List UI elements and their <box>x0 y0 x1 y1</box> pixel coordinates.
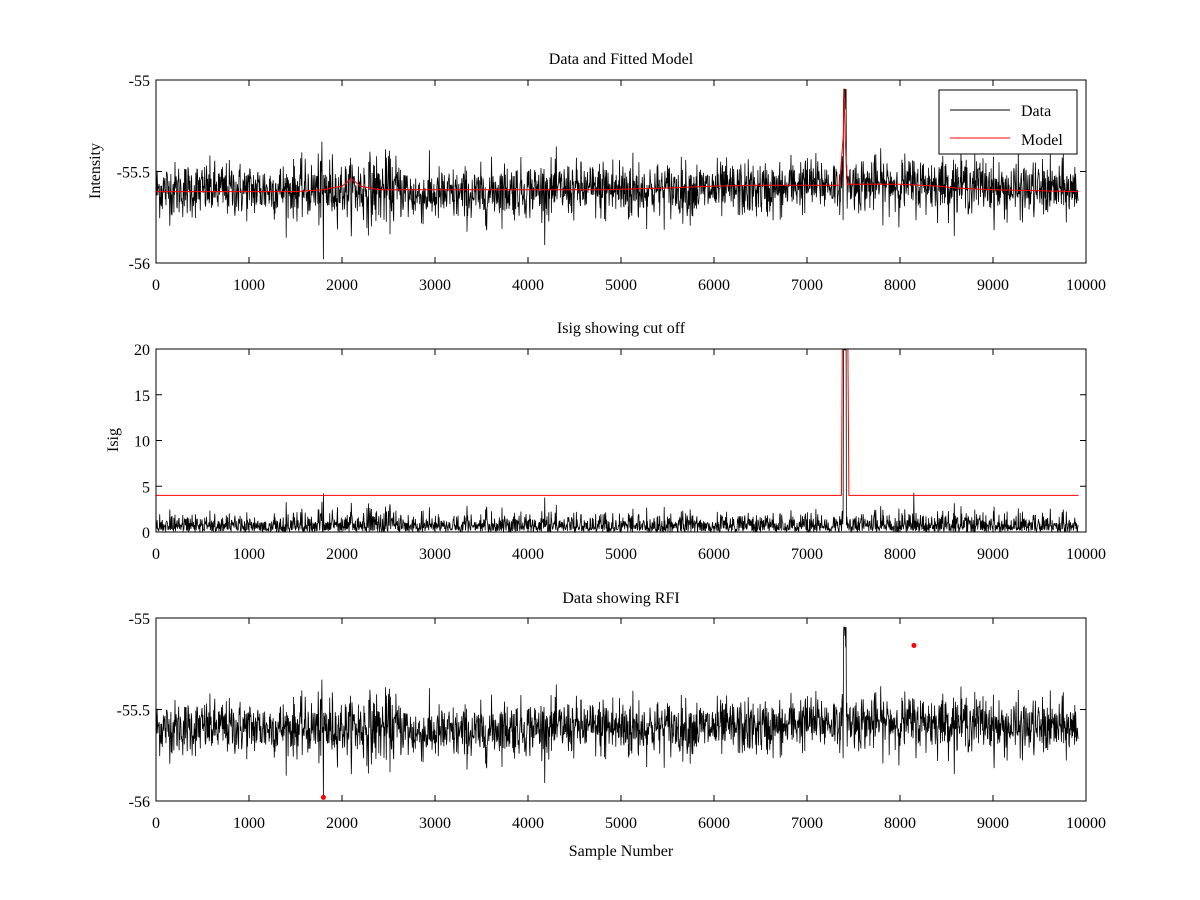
rfi-marker <box>320 794 326 800</box>
x-tick-label: 6000 <box>698 277 730 294</box>
chart-title-middle: Isig showing cut off <box>557 320 686 337</box>
y-tick-label: 0 <box>142 525 150 542</box>
x-tick-label: 3000 <box>419 277 451 294</box>
x-tick-label: 8000 <box>884 277 916 294</box>
x-tick-label: 1000 <box>233 815 265 832</box>
y-tick-label: -55.5 <box>117 703 150 720</box>
x-tick-label: 2000 <box>326 546 358 563</box>
chart-title-bottom: Data showing RFI <box>562 590 679 607</box>
x-tick-label: 9000 <box>977 546 1009 563</box>
x-tick-label: 0 <box>152 546 160 563</box>
chart-title-top: Data and Fitted Model <box>549 51 694 68</box>
x-tick-label: 5000 <box>605 546 637 563</box>
x-tick-label: 0 <box>152 277 160 294</box>
y-tick-label: -55.5 <box>117 165 150 182</box>
x-tick-label: 9000 <box>977 815 1009 832</box>
x-tick-label: 3000 <box>419 546 451 563</box>
y-tick-label: 10 <box>134 434 150 451</box>
x-tick-label: 10000 <box>1066 277 1106 294</box>
y-tick-label: -55 <box>129 611 150 628</box>
x-tick-label: 10000 <box>1066 546 1106 563</box>
y-tick-label: 20 <box>134 342 150 359</box>
y-tick-label: -56 <box>129 794 150 811</box>
plot-area-top <box>155 88 1079 260</box>
ticks-bottom: 0 1000 2000 3000 4000 5000 6000 7000 8000 9000 100… <box>117 611 1106 832</box>
legend: Data Model <box>938 89 1078 155</box>
x-tick-label: 1000 <box>233 277 265 294</box>
x-tick-label: 6000 <box>698 815 730 832</box>
legend-data-label: Data <box>1021 103 1051 120</box>
x-tick-label: 7000 <box>791 546 823 563</box>
x-tick-label: 3000 <box>419 815 451 832</box>
x-tick-label: 4000 <box>512 277 544 294</box>
series-model-line <box>156 89 1079 193</box>
x-tick-label: 6000 <box>698 546 730 563</box>
series-data-line <box>155 88 1079 260</box>
x-tick-label: 2000 <box>326 815 358 832</box>
x-tick-label: 2000 <box>326 277 358 294</box>
y-axis-label-middle: Isig <box>105 428 122 452</box>
legend-model-label: Model <box>1021 132 1063 149</box>
x-tick-label: 7000 <box>791 277 823 294</box>
panel-bottom: Data showing RFI 0 1000 2000 3000 4000 5000 60… <box>117 590 1106 860</box>
x-tick-label: 4000 <box>512 546 544 563</box>
legend-box <box>938 89 1078 155</box>
x-tick-label: 5000 <box>605 815 637 832</box>
x-tick-label: 8000 <box>884 546 916 563</box>
ticks-top: 0 1000 2000 3000 4000 5000 6000 7000 8000 9000 100… <box>117 73 1106 294</box>
y-tick-label: -55 <box>129 73 150 90</box>
x-tick-label: 8000 <box>884 815 916 832</box>
x-tick-label: 9000 <box>977 277 1009 294</box>
panel-middle: Isig showing cut off Isig 0 1000 2000 3000 4… <box>105 320 1106 563</box>
x-axis-label-bottom: Sample Number <box>569 843 674 860</box>
plot-area-bottom <box>155 626 1079 800</box>
y-tick-label: 5 <box>142 479 150 496</box>
series-data-line <box>155 626 1079 798</box>
y-tick-label: -56 <box>129 256 150 273</box>
y-axis-label-top: Intensity <box>87 143 104 199</box>
series-isig-line <box>155 349 1079 534</box>
x-tick-label: 5000 <box>605 277 637 294</box>
ticks-middle: 0 1000 2000 3000 4000 5000 6000 7000 8000 9000 100… <box>134 342 1106 563</box>
x-tick-label: 4000 <box>512 815 544 832</box>
x-tick-label: 10000 <box>1066 815 1106 832</box>
x-tick-label: 0 <box>152 815 160 832</box>
x-tick-label: 7000 <box>791 815 823 832</box>
x-tick-label: 1000 <box>233 546 265 563</box>
y-tick-label: 15 <box>134 388 150 405</box>
panel-top: Data and Fitted Model Intensity 0 1000 200… <box>87 51 1106 294</box>
rfi-marker <box>911 642 917 648</box>
